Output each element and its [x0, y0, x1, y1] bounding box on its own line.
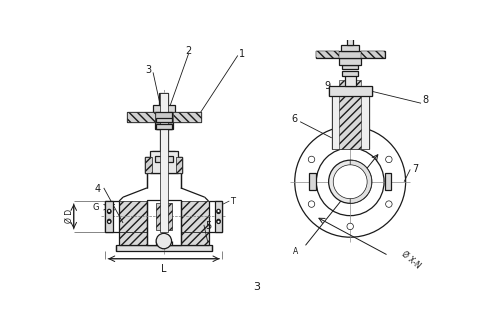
Bar — [150, 151, 178, 173]
Bar — [156, 118, 172, 123]
Bar — [154, 156, 173, 162]
Circle shape — [308, 156, 314, 163]
Circle shape — [217, 210, 220, 213]
Text: G: G — [92, 203, 99, 212]
Bar — [328, 86, 372, 96]
Circle shape — [217, 209, 220, 213]
Text: 6: 6 — [292, 114, 298, 124]
Text: 4: 4 — [94, 184, 100, 194]
Bar — [316, 51, 340, 58]
Bar — [345, 75, 356, 86]
Circle shape — [333, 165, 367, 199]
Bar — [340, 58, 361, 65]
Bar — [214, 201, 222, 232]
Circle shape — [386, 201, 392, 207]
Circle shape — [308, 201, 314, 207]
Circle shape — [347, 134, 354, 140]
Circle shape — [217, 220, 220, 223]
Bar — [119, 232, 147, 245]
Bar — [146, 157, 182, 173]
Bar — [146, 157, 152, 173]
Bar — [119, 201, 147, 232]
Text: 8: 8 — [422, 95, 428, 105]
Circle shape — [347, 223, 354, 230]
Polygon shape — [350, 160, 372, 203]
Bar — [160, 129, 168, 151]
Text: 9: 9 — [324, 81, 330, 91]
Text: Ø D: Ø D — [66, 209, 74, 223]
Text: A: A — [292, 246, 298, 256]
Bar — [341, 45, 359, 51]
Bar — [316, 51, 385, 58]
Bar — [347, 38, 354, 45]
Circle shape — [328, 160, 372, 203]
Text: T: T — [230, 196, 235, 205]
Text: 2: 2 — [186, 46, 192, 56]
Text: 1: 1 — [240, 49, 246, 59]
Text: 7: 7 — [412, 164, 418, 174]
Circle shape — [156, 233, 172, 249]
Bar — [160, 93, 168, 232]
Bar — [156, 203, 172, 230]
Bar — [361, 51, 385, 58]
Bar — [127, 113, 201, 122]
Text: 3: 3 — [146, 65, 152, 75]
Bar — [159, 93, 168, 105]
Bar — [310, 173, 316, 190]
Bar — [181, 232, 208, 245]
Circle shape — [108, 209, 111, 213]
Bar — [127, 113, 154, 122]
Text: 3: 3 — [253, 282, 260, 292]
Bar — [342, 65, 358, 69]
Circle shape — [108, 210, 111, 213]
Text: 5: 5 — [206, 221, 212, 231]
Text: L: L — [161, 264, 166, 274]
Circle shape — [108, 219, 111, 223]
Bar — [332, 96, 368, 149]
Circle shape — [295, 126, 406, 237]
Circle shape — [108, 220, 111, 223]
Bar — [173, 113, 201, 122]
Bar — [106, 201, 113, 232]
Bar — [340, 80, 361, 149]
Circle shape — [217, 219, 220, 223]
Bar — [147, 200, 181, 245]
Circle shape — [386, 156, 392, 163]
Bar — [176, 157, 182, 173]
Bar — [116, 245, 212, 251]
Bar — [153, 105, 174, 113]
Bar — [156, 113, 172, 122]
Bar — [154, 122, 173, 129]
Bar — [342, 71, 358, 75]
Text: Ø X-N: Ø X-N — [400, 250, 422, 271]
Bar — [156, 124, 172, 129]
Bar — [181, 201, 208, 232]
Circle shape — [316, 148, 384, 216]
Bar — [385, 173, 391, 190]
